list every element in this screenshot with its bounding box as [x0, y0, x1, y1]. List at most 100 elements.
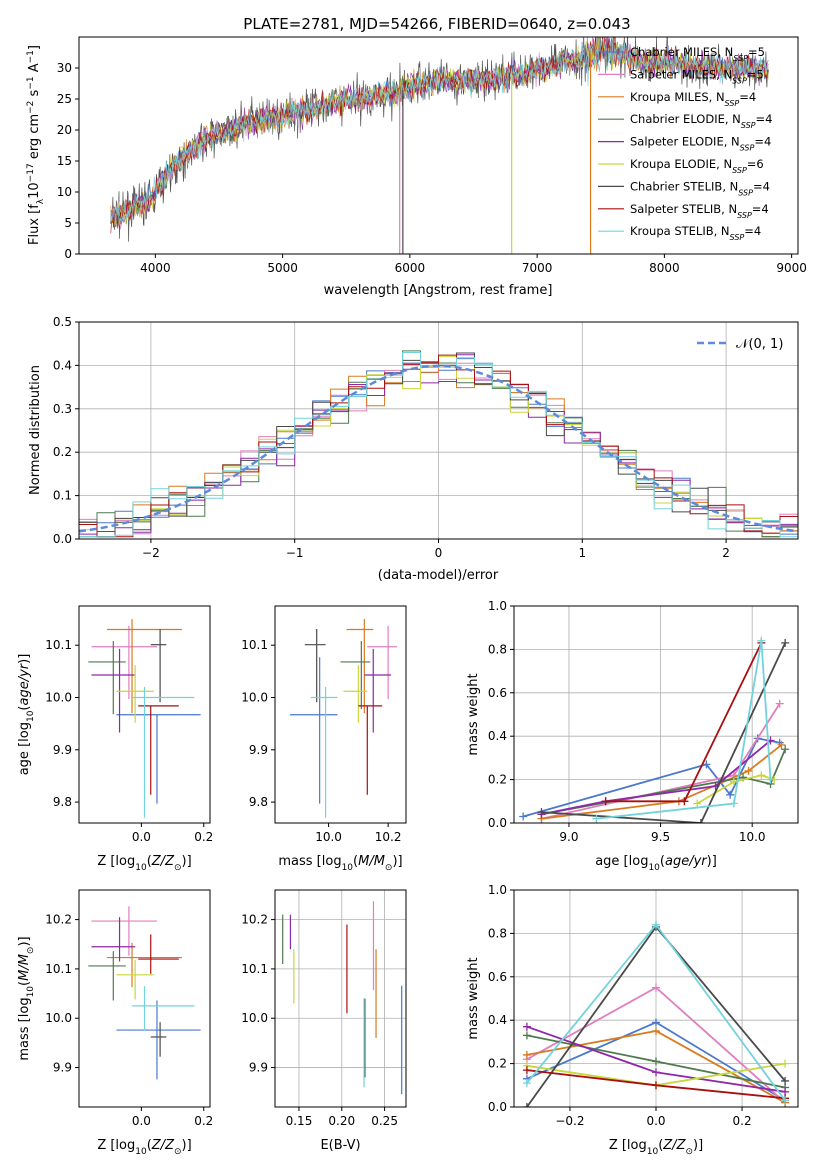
y-tick-label: 0.1 [53, 489, 72, 503]
y-tick-label: 9.8 [249, 795, 268, 809]
x-tick-label: −2 [142, 546, 160, 560]
x-tick-label: 8000 [649, 261, 680, 275]
x-tick-label: 0.0 [132, 830, 151, 844]
weight-point-kroupa-miles [744, 766, 753, 775]
y-tick-label: 10.2 [45, 913, 72, 927]
y-tick-label: 0 [64, 247, 72, 261]
y-tick-label: 30 [57, 61, 72, 75]
weight-point-kroupa-elodie [729, 777, 738, 786]
y-tick-label: 9.9 [249, 1061, 268, 1075]
weight-point-kroupa-elodie [781, 1059, 790, 1068]
x-tick-label: 10.0 [315, 830, 342, 844]
y-tick-label: 0.8 [488, 642, 507, 656]
weight-point-salpeter-stelib [680, 797, 689, 806]
y-tick-label: 10.0 [45, 691, 72, 705]
weight-point-kroupa-stelib [766, 775, 775, 784]
weight-point-kroupa-stelib [781, 1096, 790, 1105]
weight-point-salpeter-miles [775, 699, 784, 708]
y-tick-label: 10.0 [45, 1011, 72, 1025]
legend-entry-chabrier-miles: Chabrier MILES, NSSP=5 [630, 45, 765, 63]
x-tick-label: 9.5 [651, 830, 670, 844]
y-axis-label: mass [log10(M/M⊙)] [17, 936, 36, 1060]
weight-point-kroupa-stelib [522, 1079, 531, 1088]
weight-point-kroupa-stelib [652, 920, 660, 929]
x-tick-label: 0.15 [286, 1114, 313, 1128]
mass-Z-frame [78, 889, 211, 1108]
weight-point-salpeter-stelib [522, 1066, 531, 1075]
weight-age-plot-area [514, 606, 798, 823]
x-tick-label: −0.2 [555, 1114, 584, 1128]
age-Z-frame [78, 605, 211, 824]
x-tick-label: 0.25 [371, 1114, 398, 1128]
y-tick-label: 10.2 [241, 913, 268, 927]
age-mass-frame [274, 605, 407, 824]
weight-point-salpeter-elodie [522, 1022, 531, 1031]
mass-EBV-plot-area [275, 890, 406, 1107]
weight-point-kroupa-miles [777, 740, 786, 749]
x-tick-label: 10.2 [375, 830, 402, 844]
y-tick-label: 10.1 [45, 962, 72, 976]
x-tick-label: 10.0 [739, 830, 766, 844]
x-tick-label: 2 [722, 546, 730, 560]
age-Z-plot-area [88, 619, 201, 818]
weight-line-salpeter-elodie [541, 739, 772, 816]
panel-mass-EBV: 0.15 0.20 0.25 9.9 10.0 10.1 10.2 E(B-V) [241, 889, 407, 1153]
y-tick-label: 0.0 [488, 1100, 507, 1114]
x-tick-label: −1 [286, 546, 304, 560]
legend-entry-chabrier-stelib: Chabrier STELIB, NSSP=4 [630, 179, 770, 197]
weight-line-kroupa-stelib [596, 640, 772, 820]
spectrum-line-kroupa-stelib [110, 37, 769, 226]
weight-point-chabrier-elodie [652, 1057, 660, 1066]
figure-title: PLATE=2781, MJD=54266, FIBERID=0640, z=0… [243, 15, 630, 33]
x-tick-label: 7000 [522, 261, 553, 275]
x-axis-label: Z [log10(Z/Z⊙)] [609, 1138, 703, 1157]
y-axis-label: Flux [fλ10−17 erg cm−2 s−1 A−1] [26, 45, 46, 245]
y-axis-label: mass weight [466, 673, 481, 755]
y-tick-label: 25 [57, 92, 72, 106]
x-tick-label: 9000 [776, 261, 807, 275]
x-tick-label: 4000 [140, 261, 171, 275]
residuals-frame [78, 321, 799, 540]
y-tick-label: 0.4 [488, 729, 507, 743]
mass-Z-plot-area [88, 906, 201, 1080]
spectrum-line-kroupa-miles [110, 37, 769, 227]
weight-point-salpeter-elodie [652, 1068, 660, 1077]
x-tick-label: 1 [578, 546, 586, 560]
legend-entry-kroupa-miles: Kroupa MILES, NSSP=4 [630, 90, 756, 108]
panel-age-Z: 0.0 0.2 9.8 9.9 10.0 10.1 Z [log10(Z/Z⊙)] age [… [17, 605, 213, 873]
y-tick-label: 0.3 [53, 402, 72, 416]
y-tick-label: 9.9 [53, 743, 72, 757]
y-tick-label: 0.2 [53, 445, 72, 459]
legend-entry-salpeter-elodie: Salpeter ELODIE, NSSP=4 [630, 135, 771, 153]
y-tick-label: 0.2 [488, 773, 507, 787]
x-tick-label: 0.20 [328, 1114, 355, 1128]
x-axis-label: Z [log10(Z/Z⊙)] [97, 854, 191, 873]
x-axis-label: Z [log10(Z/Z⊙)] [97, 1138, 191, 1157]
y-tick-label: 10.1 [241, 962, 268, 976]
y-tick-label: 10 [57, 185, 72, 199]
weight-point-chabrier-elodie [522, 1031, 531, 1040]
normal-curve [79, 364, 798, 533]
y-tick-label: 0.4 [488, 1013, 507, 1027]
y-tick-label: 0.0 [53, 532, 72, 546]
x-tick-label: 0.2 [194, 1114, 213, 1128]
panel-age-mass: 10.0 10.2 9.8 9.9 10.0 10.1 mass [log10(M/M⊙)] [241, 605, 407, 873]
weight-point-chabrier-miles [726, 790, 735, 799]
x-axis-label: mass [log10(M/M⊙)] [278, 854, 402, 873]
weight-point-chabrier-stelib [537, 808, 546, 817]
y-tick-label: 9.9 [249, 743, 268, 757]
y-tick-label: 10.0 [241, 691, 268, 705]
y-axis-label: Normed distribution [28, 365, 43, 495]
weight-point-chabrier-miles [702, 760, 711, 769]
panel-spectrum: 4000 5000 6000 7000 8000 9000 0 5 10 15 20 25 30 Chab… [26, 36, 807, 298]
weight-Z-frame [513, 889, 799, 1108]
legend-entry-kroupa-stelib: Kroupa STELIB, NSSP=4 [630, 224, 761, 242]
y-tick-label: 1.0 [488, 883, 507, 897]
x-tick-label: 6000 [395, 261, 426, 275]
legend-entry-chabrier-elodie: Chabrier ELODIE, NSSP=4 [630, 112, 772, 130]
weight-point-kroupa-stelib [592, 814, 601, 823]
spectrum-line-salpeter-stelib [110, 37, 769, 234]
legend-entry-normal: 𝒩(0, 1) [736, 337, 783, 352]
weight-point-kroupa-miles [522, 1050, 531, 1059]
weight-Z-plot-area [514, 890, 798, 1107]
